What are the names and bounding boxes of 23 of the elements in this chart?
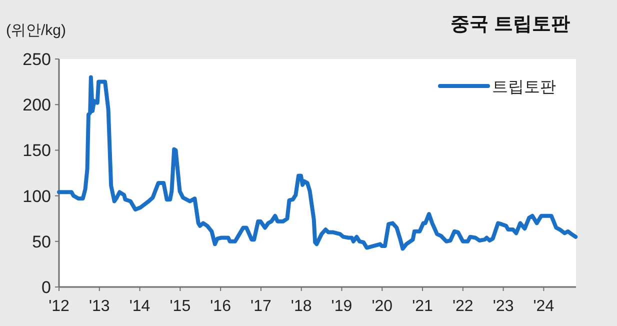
- x-tick-label: '18: [290, 298, 312, 315]
- x-tick-label: '13: [88, 298, 110, 315]
- x-tick-label: '17: [250, 298, 272, 315]
- legend-label: 트립토판: [492, 79, 556, 96]
- chart-title: 중국 트립토판: [450, 14, 570, 35]
- line-series: [57, 75, 578, 251]
- x-tick-label: '15: [170, 298, 191, 315]
- x-tick-label: '20: [372, 298, 393, 315]
- y-tick-label: 250: [22, 50, 51, 69]
- y-tick-label: 100: [22, 186, 51, 206]
- y-tick-label: 50: [32, 232, 51, 252]
- x-tick-label: '21: [412, 298, 434, 315]
- y-axis-title: (위안/kg): [6, 22, 66, 39]
- x-tick-label: '19: [331, 298, 352, 315]
- x-tick-label: '14: [129, 298, 150, 315]
- x-tick-label: '24: [533, 298, 554, 315]
- y-tick-label: 150: [22, 141, 51, 160]
- y-tick-label: 200: [22, 96, 51, 115]
- x-tick-label: '22: [452, 298, 474, 315]
- x-tick-label: '12: [48, 298, 70, 315]
- y-tick-label: 0: [42, 278, 51, 297]
- x-tick-label: '23: [492, 298, 514, 315]
- x-tick-label: '16: [210, 298, 232, 315]
